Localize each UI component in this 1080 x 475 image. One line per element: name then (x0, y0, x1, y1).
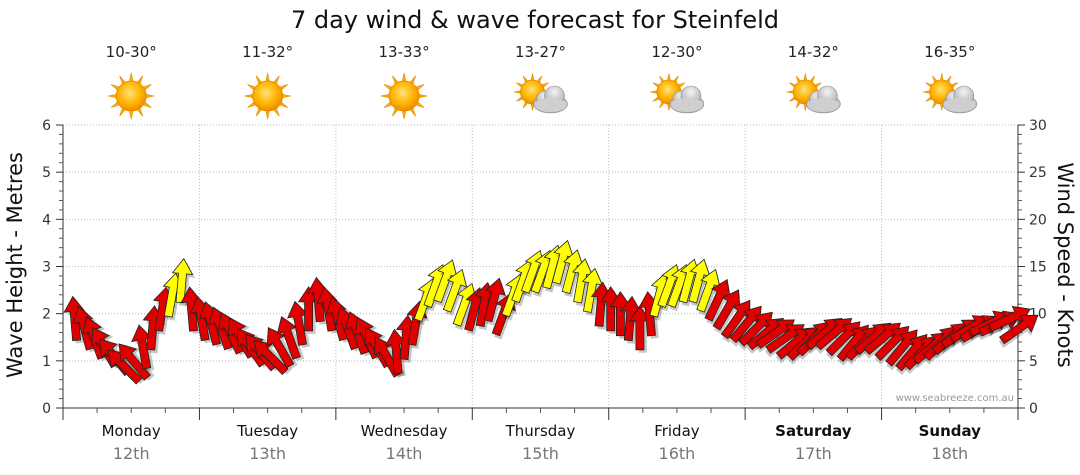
day-name: Thursday (505, 422, 576, 440)
wind-arrow (442, 268, 469, 316)
day-name: Monday (102, 422, 161, 440)
sun-disc (115, 80, 147, 112)
sun-ray (129, 72, 134, 83)
right-tick-label: 5 (1029, 354, 1038, 370)
sun-ray (401, 109, 407, 120)
cloud-fill (534, 98, 567, 112)
day-date: 13th (249, 444, 286, 463)
sun-ray (145, 93, 155, 99)
day-name: Saturday (775, 422, 852, 440)
cloud (533, 85, 568, 114)
right-tick-label: 0 (1029, 401, 1038, 417)
temperature-range: 12-30° (651, 43, 702, 61)
wind-arrow-body (118, 343, 151, 381)
partly-cloudy-icon (513, 73, 568, 114)
right-axis-title: Wind Speed - Knots (1053, 162, 1077, 367)
left-tick-label: 0 (42, 401, 51, 417)
wind-arrow-body (442, 268, 468, 313)
wind-arrow-body (999, 314, 1039, 345)
sun-disc (252, 80, 284, 112)
wind-arrow (696, 268, 722, 316)
left-tick-label: 3 (42, 260, 51, 276)
sun-ray (244, 93, 254, 99)
day-name: Sunday (919, 422, 982, 440)
cloud (806, 85, 841, 114)
chart-title: 7 day wind & wave forecast for Steinfeld (291, 6, 779, 34)
day-sunday: 16-35° Sunday 18th (919, 43, 982, 463)
right-tick-label: 30 (1029, 118, 1047, 134)
day-date: 15th (522, 444, 559, 463)
wind-arrow-body (483, 277, 506, 323)
sun-ray (281, 93, 291, 99)
left-tick-label: 1 (42, 354, 51, 370)
wind-arrow (253, 340, 293, 376)
wind-arrow (266, 327, 298, 369)
sun-ray (265, 109, 270, 120)
credit-text: www.seabreeze.com.au (896, 393, 1014, 404)
day-thursday: 13-27° Thursday 15th (505, 43, 576, 463)
wind-arrow-body (266, 327, 295, 369)
wind-arrow (118, 343, 155, 381)
temperature-range: 13-27° (515, 43, 566, 61)
temperature-range: 10-30° (106, 43, 157, 61)
temperature-range: 11-32° (242, 43, 293, 61)
day-name: Wednesday (361, 422, 448, 440)
sun-icon (107, 72, 155, 120)
left-axis-ticks: 0 1 2 3 4 5 6 (42, 118, 63, 417)
day-tuesday: 11-32° Tuesday 13th (236, 43, 298, 463)
wind-arrow (171, 257, 196, 307)
day-date: 16th (659, 444, 696, 463)
day-headers: 10-30° Monday 12th 11-32° Tuesday 13th 13-33° W… (102, 43, 982, 463)
cloud (942, 85, 978, 114)
day-date: 17th (795, 444, 832, 463)
day-monday: 10-30° Monday 12th (102, 43, 161, 463)
day-name: Friday (654, 422, 700, 440)
day-saturday: 14-32° Saturday 17th (775, 43, 852, 463)
day-name: Tuesday (236, 422, 298, 440)
wind-arrows (63, 239, 1039, 385)
day-friday: 12-30° Friday 16th (650, 43, 705, 463)
wind-arrow-body (171, 257, 194, 304)
partly-cloudy-icon (923, 73, 978, 114)
temperature-range: 14-32° (788, 43, 839, 61)
right-tick-label: 15 (1029, 260, 1047, 276)
sun-icon (244, 72, 291, 120)
sun-ray (380, 93, 391, 99)
left-tick-label: 4 (42, 212, 51, 228)
day-date: 12th (113, 444, 150, 463)
day-wednesday: 13-33° Wednesday 14th (361, 43, 448, 463)
cloud-fill (943, 98, 976, 112)
cloud (669, 85, 705, 114)
sun-ray (265, 72, 270, 83)
sun-disc (388, 80, 420, 112)
left-tick-label: 2 (42, 307, 51, 323)
day-date: 14th (386, 444, 423, 463)
cloud-fill (807, 98, 840, 112)
wind-arrow (998, 314, 1039, 348)
partly-cloudy-icon (650, 73, 705, 114)
sun-ray (401, 72, 407, 83)
day-date: 18th (931, 444, 968, 463)
left-axis-title: Wave Height - Metres (3, 152, 27, 378)
cloud-fill (670, 98, 703, 112)
temperature-range: 13-33° (379, 43, 430, 61)
sun-icon (380, 72, 428, 120)
temperature-range: 16-35° (924, 43, 975, 61)
wind-arrow-body (253, 340, 289, 376)
right-tick-label: 20 (1029, 212, 1047, 228)
right-tick-label: 25 (1029, 165, 1047, 181)
sun-ray (107, 93, 118, 99)
sun-ray (417, 93, 428, 99)
left-tick-label: 5 (42, 165, 51, 181)
left-tick-label: 6 (42, 118, 51, 134)
sun-ray (129, 109, 134, 120)
partly-cloudy-icon (786, 73, 841, 114)
